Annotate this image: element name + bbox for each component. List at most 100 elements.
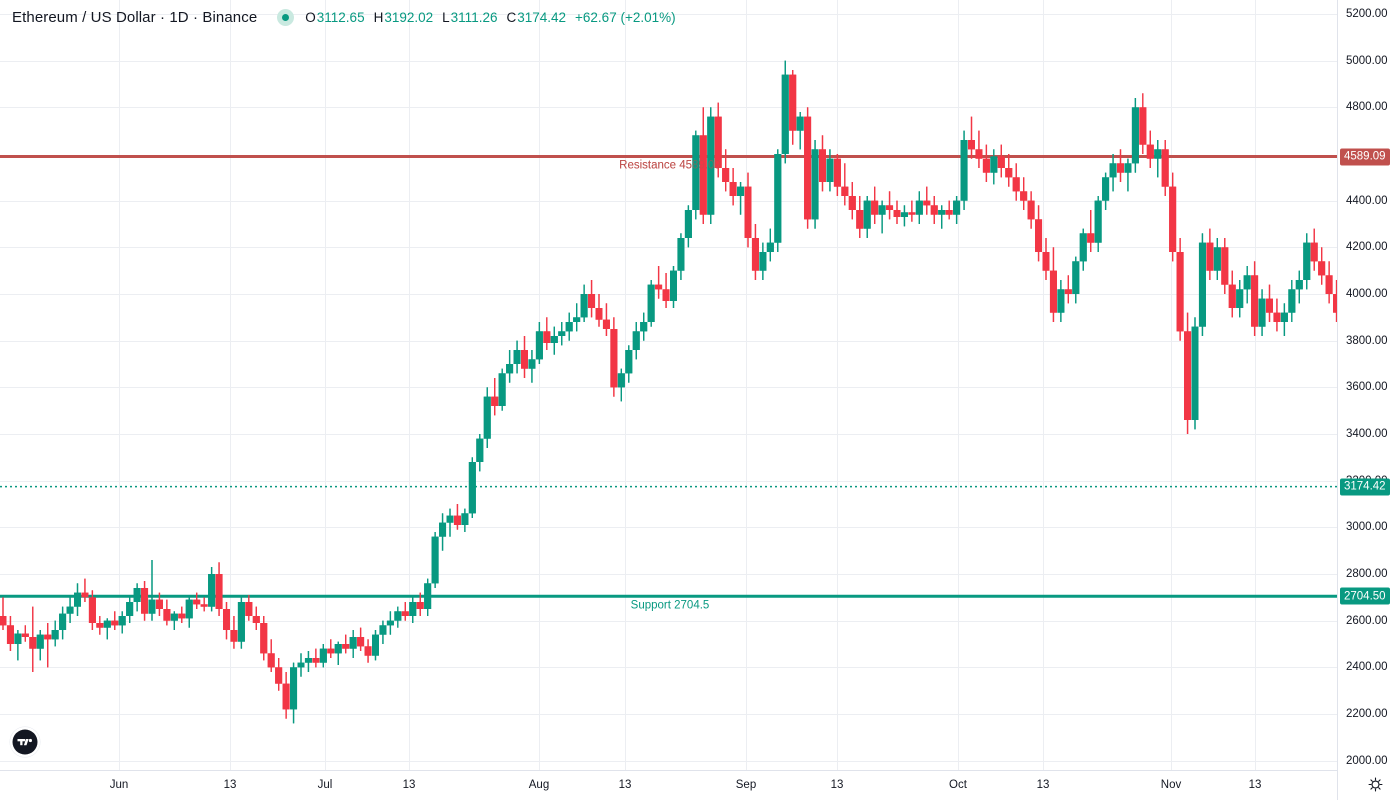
candle-body <box>588 294 596 308</box>
candle-body <box>133 588 141 602</box>
candle-body <box>1169 186 1177 252</box>
candle-body <box>319 648 327 663</box>
candle-body <box>729 182 737 196</box>
price-tick: 4000.00 <box>1346 288 1388 300</box>
candle-body <box>1295 280 1303 290</box>
candle-body <box>1154 149 1162 159</box>
candle-body <box>178 613 186 619</box>
candle-body <box>796 116 804 131</box>
chart-legend: Ethereum / US Dollar · 1D · Binance O 31… <box>12 7 676 27</box>
candle-body <box>1139 107 1147 145</box>
price-axis[interactable]: 5200.00 5000.00 4800.00 4400.00 4200.00 4000.… <box>1337 0 1400 770</box>
candle-body <box>841 186 849 196</box>
candle-body <box>990 156 998 173</box>
candle-body <box>848 196 856 210</box>
candle-body <box>498 373 506 406</box>
candle-body <box>1228 284 1236 308</box>
candle-body <box>707 116 715 215</box>
candle-body <box>595 308 603 320</box>
candle-body <box>1333 294 1337 313</box>
time-tick: Sep <box>735 779 757 791</box>
price-tick: 2400.00 <box>1346 661 1388 674</box>
candle-body <box>699 135 707 215</box>
candle-body <box>558 331 566 336</box>
candle-body <box>1109 163 1117 178</box>
candle-body <box>29 637 37 649</box>
candle-body <box>200 604 208 607</box>
price-tick: 2200.00 <box>1346 708 1388 720</box>
low-label: L <box>442 9 450 25</box>
candle-body <box>416 602 424 609</box>
price-tick: 3600.00 <box>1346 381 1388 394</box>
candle-body <box>1064 289 1072 294</box>
candle-body <box>357 637 365 647</box>
candle-body <box>223 609 230 630</box>
candle-body <box>275 667 283 684</box>
candle-body <box>1087 233 1095 243</box>
time-tick: Jul <box>317 779 333 791</box>
candle-body <box>141 588 149 614</box>
candle-body <box>1325 275 1333 294</box>
candle-body <box>1206 242 1214 271</box>
candle-body <box>185 599 193 619</box>
candle-body <box>111 620 119 626</box>
high-label: H <box>373 9 384 25</box>
candle-body <box>1258 298 1266 327</box>
open-value: 3112.65 <box>316 9 365 25</box>
candle-body <box>446 515 454 523</box>
candle-body <box>81 592 89 598</box>
resistance-line-label-overlay: Resistance 4589.09 <box>619 160 721 172</box>
candle-body <box>975 149 983 159</box>
candle-body <box>573 317 581 322</box>
candle-body <box>602 319 610 329</box>
candle-body <box>476 438 484 462</box>
candle-body <box>737 186 745 196</box>
candle-body <box>550 336 558 343</box>
candle-body <box>893 210 901 217</box>
chart-plot-area[interactable]: Resistance 4589.09 Support 2704.5 Resistan… <box>0 0 1337 770</box>
close-label: C <box>506 9 517 25</box>
support-price-badge[interactable]: 2704.50 <box>1340 587 1390 605</box>
candle-body <box>953 200 961 215</box>
time-axis[interactable]: Jun13Jul13Aug13Sep13Oct13Nov1325 <box>0 770 1400 800</box>
candle-body <box>1102 177 1110 201</box>
candle-body <box>684 210 692 238</box>
candle-body <box>424 583 432 609</box>
candle-body <box>349 637 357 649</box>
candle-body <box>1184 331 1192 420</box>
resistance-price-badge[interactable]: 4589.09 <box>1340 148 1390 166</box>
candle-body <box>51 630 59 640</box>
gear-icon[interactable] <box>1367 776 1384 793</box>
candle-body <box>312 658 320 663</box>
candle-body <box>1131 107 1139 164</box>
time-tick: 13 <box>223 779 237 791</box>
candle-body <box>1124 163 1132 173</box>
candle-body <box>379 625 387 635</box>
ohlc-values: O 3112.65 H 3192.02 L 3111.26 C 3174.42 … <box>305 10 675 25</box>
candle-body <box>1273 312 1281 322</box>
candle-body <box>819 149 826 182</box>
candle-body <box>535 331 543 360</box>
time-tick: 13 <box>1248 779 1262 791</box>
candle-body <box>1079 233 1087 262</box>
symbol-title[interactable]: Ethereum / US Dollar · 1D · Binance <box>12 8 258 26</box>
candle-body <box>1146 144 1154 159</box>
candle-body <box>290 667 298 710</box>
candle-body <box>1198 242 1206 327</box>
candle-body <box>453 515 461 525</box>
candle-body <box>856 210 864 229</box>
candle-body <box>1213 247 1221 271</box>
tradingview-logo[interactable] <box>10 727 40 757</box>
price-tick: 5200.00 <box>1346 8 1388 20</box>
current-price-badge[interactable]: 3174.42 <box>1340 478 1390 496</box>
candle-body <box>968 140 975 150</box>
candle-body <box>655 284 663 290</box>
candle-body <box>431 536 439 584</box>
candle-body <box>334 644 342 654</box>
candle-body <box>163 609 171 621</box>
candle-body <box>670 270 677 301</box>
candle-body <box>826 158 834 182</box>
time-tick: Jun <box>109 779 129 791</box>
candle-body <box>103 620 111 628</box>
